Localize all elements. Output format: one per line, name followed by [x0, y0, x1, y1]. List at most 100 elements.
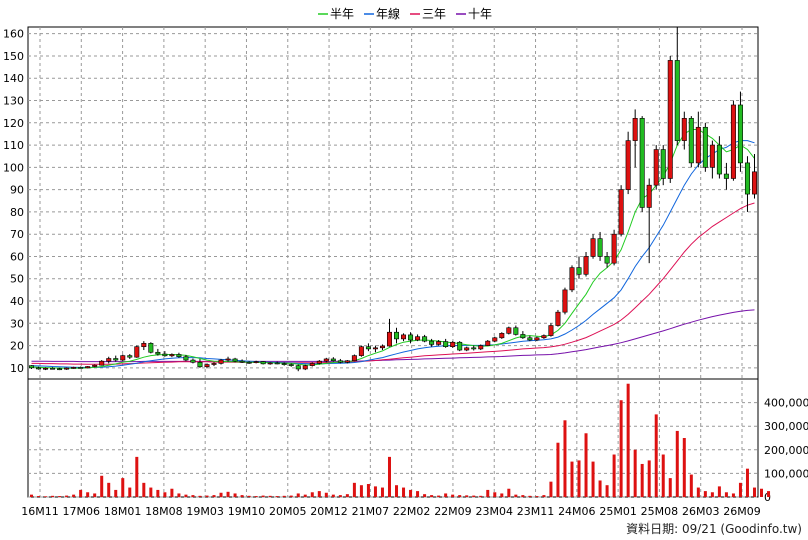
volume-tick-label: 0: [764, 491, 771, 504]
volume-bar: [254, 496, 258, 497]
candle-body: [274, 362, 280, 365]
candle-body: [120, 355, 126, 361]
volume-bar: [486, 489, 490, 497]
candle-body: [527, 337, 533, 341]
volume-bar: [647, 460, 651, 497]
candle-body: [253, 361, 259, 363]
candle-body: [239, 360, 245, 363]
candle-body: [281, 363, 287, 365]
volume-bar: [212, 495, 216, 497]
volume-bar: [619, 400, 623, 497]
volume-bar: [402, 487, 406, 497]
volume-bar: [633, 449, 637, 497]
volume-bar: [331, 494, 335, 497]
volume-bar: [58, 496, 62, 497]
volume-bar: [142, 482, 146, 497]
candle-body: [211, 363, 217, 365]
volume-bar: [528, 495, 532, 497]
candle-body: [478, 345, 484, 350]
volume-bar: [226, 491, 230, 497]
volume-bar: [205, 495, 209, 497]
candle-body: [295, 365, 301, 370]
volume-bar: [121, 478, 125, 497]
price-tick-label: 70: [10, 228, 24, 241]
volume-bar: [745, 468, 749, 497]
volume-bar: [37, 496, 41, 497]
candle-body: [597, 238, 603, 257]
x-tick-label: 19M03: [186, 505, 224, 518]
candle-body: [408, 334, 414, 341]
volume-bar: [472, 495, 476, 497]
candle-body: [29, 365, 35, 369]
candle-body: [723, 173, 729, 179]
volume-bar: [409, 489, 413, 497]
candle-body: [660, 149, 666, 179]
candle-body: [541, 335, 547, 339]
volume-bar: [247, 495, 251, 497]
x-tick-label: 18M08: [145, 505, 183, 518]
volume-bar: [359, 485, 363, 497]
candle-body: [555, 311, 561, 326]
x-tick-label: 26M09: [723, 505, 761, 518]
volume-bar: [65, 495, 69, 497]
candle-body: [576, 267, 582, 275]
volume-bar: [430, 495, 434, 497]
plot-background: [27, 26, 759, 498]
volume-bar: [689, 474, 693, 497]
price-tick-label: 30: [10, 317, 24, 330]
volume-bar: [767, 491, 771, 497]
legend-label: 半年: [330, 7, 354, 21]
x-tick-label: 16M11: [21, 505, 59, 518]
x-axis: 16M11 17M06 18M01 18M08 19M03 19M10 20M05 20M12…: [21, 505, 761, 518]
candle-body: [520, 334, 526, 339]
x-tick-label: 20M05: [269, 505, 307, 518]
candle-body: [57, 368, 63, 371]
volume-bar: [303, 494, 307, 497]
volume-bars: [30, 383, 771, 497]
candle-body: [169, 354, 175, 357]
candle-body: [702, 126, 708, 168]
candle-body: [176, 354, 182, 358]
volume-bar: [696, 487, 700, 497]
candle-body: [218, 359, 224, 364]
volume-bar: [282, 495, 286, 497]
candle-body: [688, 118, 694, 164]
volume-bar: [352, 482, 356, 497]
volume-bar: [395, 485, 399, 497]
volume-bar: [149, 487, 153, 497]
volume-bar: [479, 495, 483, 497]
candle-body: [415, 336, 421, 341]
candle-body: [653, 149, 659, 186]
candle-body: [625, 140, 631, 190]
volume-bar: [310, 492, 314, 497]
volume-bar: [710, 492, 714, 497]
volume-tick-label: 200,000: [764, 444, 808, 457]
candle-body: [155, 351, 161, 355]
price-tick-label: 110: [3, 139, 24, 152]
ma-half-year-line: [31, 129, 755, 369]
volume-tick-label: 300,000: [764, 420, 808, 433]
x-tick-label: 25M01: [599, 505, 637, 518]
candle-body: [309, 363, 315, 366]
price-tick-label: 80: [10, 206, 24, 219]
candle-body: [744, 162, 750, 195]
candle-body: [499, 333, 505, 339]
candle-body: [548, 325, 554, 336]
candle-body: [372, 347, 378, 350]
volume-bar: [198, 495, 202, 497]
volume-bar: [289, 495, 293, 497]
volume-bar: [717, 486, 721, 497]
volume-bar: [135, 456, 139, 497]
candle-body: [365, 346, 371, 350]
candle-body: [197, 361, 203, 368]
candle-body: [604, 256, 610, 264]
ma-three-year-line: [31, 202, 755, 365]
candle-body: [50, 368, 56, 370]
candle-body: [85, 366, 91, 369]
candle-body: [709, 144, 715, 168]
volume-bar: [654, 414, 658, 497]
candle-body: [288, 364, 294, 366]
volume-bar: [458, 495, 462, 497]
volume-bar: [563, 420, 567, 497]
